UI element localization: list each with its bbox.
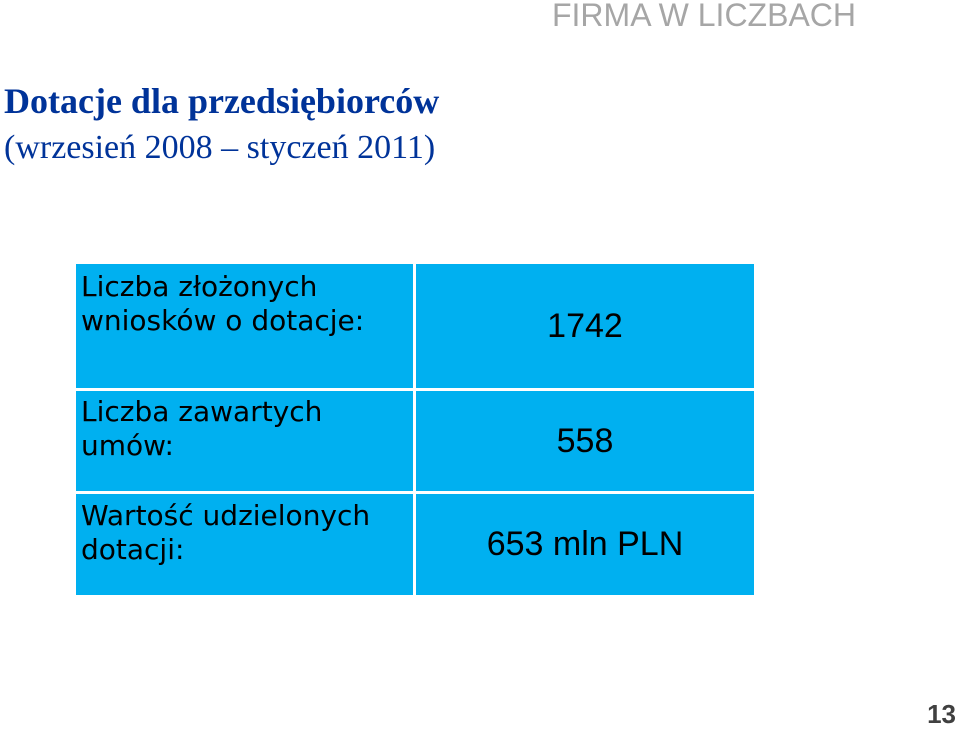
page-number: 13	[927, 699, 956, 729]
section-header: FIRMA W LICZBACH	[551, 0, 856, 33]
table-row-value: 558	[416, 391, 754, 491]
table-row-value: 1742	[416, 264, 754, 388]
grants-value-amount: 653 mln PLN	[486, 525, 684, 563]
stats-table: Liczba złożonych wniosków o dotacje: 174…	[76, 264, 754, 595]
slide-subtitle: (wrzesień 2008 – styczeń 2011)	[4, 128, 435, 168]
table-row-label: Liczba złożonych wniosków o dotacje:	[76, 264, 413, 388]
table-row-label: Wartość udzielonych dotacji:	[76, 494, 413, 595]
applications-value: 1742	[547, 307, 623, 345]
table-row-value: 653 mln PLN	[416, 494, 754, 595]
grants-value-label: Wartość udzielonych dotacji:	[81, 499, 371, 566]
contracts-value: 558	[556, 422, 614, 460]
subtitle-text: (wrzesień 2008 – styczeń 2011)	[4, 129, 436, 166]
applications-label: Liczba złożonych wniosków o dotacje:	[81, 270, 365, 337]
slide-title: Dotacje dla przedsiębiorców	[4, 81, 440, 121]
contracts-label: Liczba zawartych umów:	[81, 395, 323, 462]
table-row-label: Liczba zawartych umów:	[76, 391, 413, 491]
